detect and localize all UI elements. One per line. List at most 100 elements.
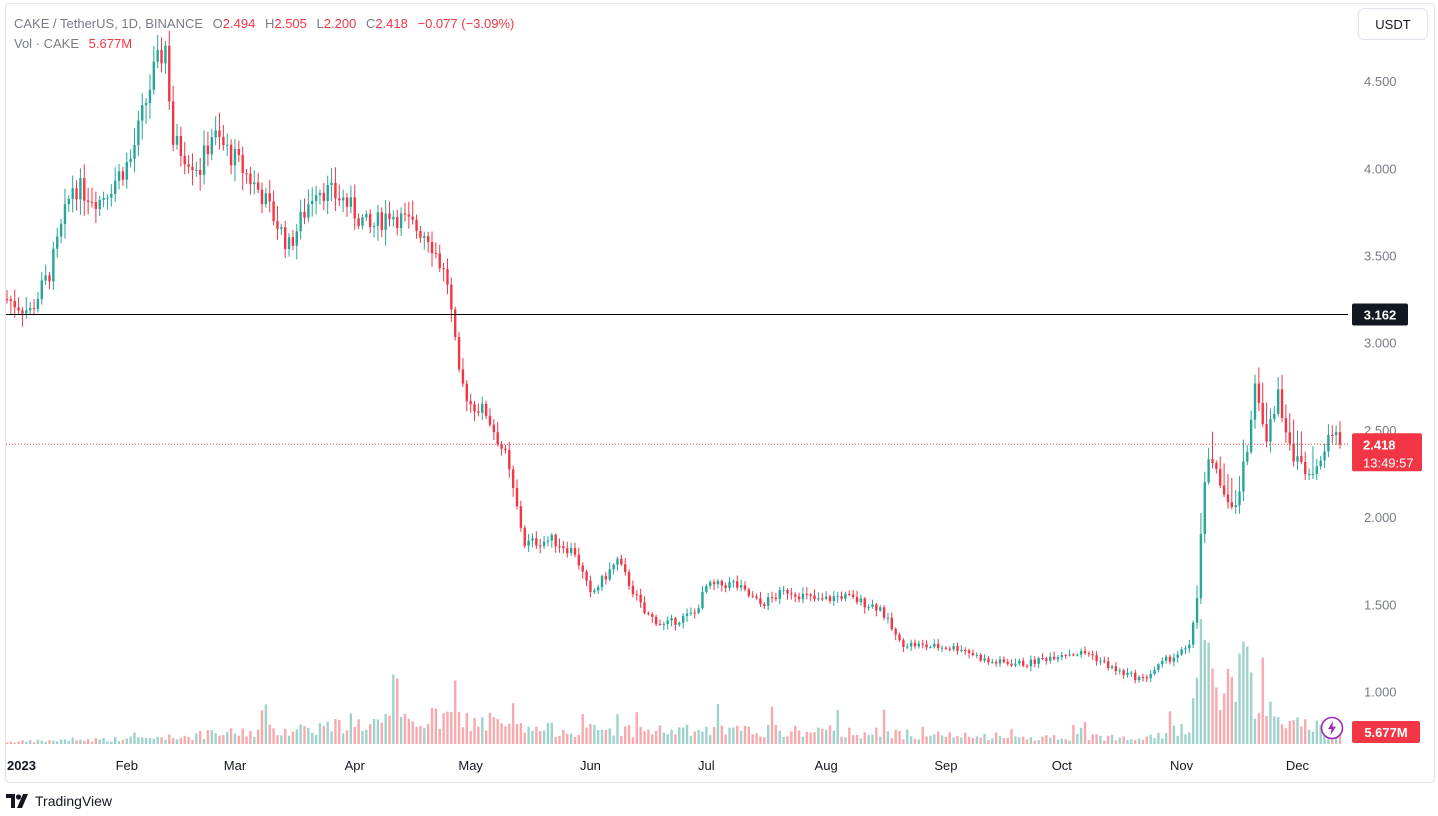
volume-bar (326, 721, 329, 744)
volume-bar (117, 741, 121, 744)
candle-body (1130, 672, 1133, 674)
candle-body (1161, 660, 1164, 665)
volume-bar (249, 730, 252, 744)
candle-body (1157, 664, 1160, 670)
volume-bar (1037, 740, 1040, 744)
candle-body (1323, 451, 1326, 461)
volume-bar (736, 725, 739, 744)
volume-bar (198, 731, 202, 744)
candle-body (121, 171, 125, 180)
candle-body (728, 581, 731, 589)
volume-bar (357, 719, 360, 744)
volume-bar (226, 732, 229, 744)
volume-bar (237, 735, 241, 744)
candle-body (1041, 658, 1044, 660)
candle-body (616, 558, 619, 565)
volume-bar (133, 732, 136, 744)
volume-bar (233, 733, 237, 744)
volume-bar (156, 736, 159, 744)
candle-body (268, 193, 271, 202)
candle-body (577, 554, 581, 566)
volume-bar (1300, 726, 1303, 744)
currency-button[interactable]: USDT (1358, 8, 1428, 40)
volume-bar (1211, 668, 1214, 744)
volume-bar (334, 719, 337, 744)
volume-bar (473, 717, 476, 744)
volume-bar (743, 726, 747, 744)
candle-body (473, 404, 476, 412)
candle-body (1072, 654, 1075, 656)
volume-bar (191, 739, 194, 744)
symbol-title[interactable]: CAKE / TetherUS, 1D, BINANCE (14, 16, 204, 31)
candle-body (477, 411, 480, 413)
volume-bar (1134, 740, 1137, 744)
volume-bar (1137, 738, 1141, 744)
volume-bar (921, 726, 924, 744)
volume-bar (396, 678, 399, 744)
candle-body (998, 659, 1002, 664)
candle-body (434, 253, 438, 255)
volume-bar (1025, 739, 1029, 744)
candle-body (732, 581, 735, 583)
x-tick-label: Dec (1286, 758, 1310, 773)
candle-body (716, 580, 720, 585)
volume-bar (1056, 739, 1060, 744)
volume-bar (1014, 736, 1017, 744)
horizontal-line-price-tag[interactable]: 3.162 (1352, 303, 1408, 326)
volume-bar (1249, 672, 1253, 744)
high-value: 2.505 (274, 16, 307, 31)
volume-bar (1045, 735, 1048, 744)
candle-body (1103, 660, 1106, 662)
volume-bar (1307, 729, 1311, 744)
volume-bar (956, 736, 959, 744)
volume-bar (94, 737, 98, 744)
volume-label[interactable]: Vol · CAKE (14, 36, 80, 51)
volume-bar (253, 736, 256, 744)
volume-bar (1319, 724, 1322, 744)
candle-body (817, 598, 820, 600)
volume-bar (1230, 677, 1234, 744)
volume-bar (1265, 715, 1268, 744)
candle-body (52, 248, 55, 282)
tradingview-logo-icon (6, 794, 28, 808)
volume-bar (1292, 720, 1295, 744)
volume-bar (488, 712, 492, 744)
volume-bar (983, 733, 986, 744)
volume-bar (1072, 724, 1075, 744)
branding[interactable]: TradingView (6, 793, 112, 809)
volume-bar (83, 740, 86, 744)
candle-body (987, 658, 990, 663)
candle-body (1018, 660, 1021, 664)
volume-bar (635, 712, 638, 744)
volume-bar (550, 722, 553, 744)
candle-body (79, 178, 82, 200)
candle-body (1060, 654, 1064, 658)
candle-body (933, 643, 936, 647)
volume-bar (1280, 724, 1284, 744)
volume-bar (291, 731, 295, 744)
y-tick-label: 1.000 (1364, 685, 1397, 700)
candle-body (187, 164, 190, 167)
volume-bar (256, 729, 260, 744)
candle-body (964, 650, 967, 652)
branding-text: TradingView (35, 793, 113, 809)
candle-body (531, 538, 534, 541)
volume-bar (1273, 716, 1276, 744)
candle-body (113, 180, 117, 194)
volume-bar (732, 727, 735, 744)
volume-bar (797, 730, 801, 744)
volume-bar (948, 732, 951, 744)
volume-bar (724, 734, 727, 744)
candle-body (1288, 432, 1291, 444)
candle-body (1311, 473, 1315, 475)
candle-body (1164, 656, 1168, 661)
volume-bar (716, 704, 720, 744)
volume-bar (705, 726, 708, 744)
candle-body (1211, 459, 1214, 464)
lightning-icon[interactable] (1320, 716, 1344, 740)
volume-bar (1060, 738, 1064, 744)
volume-bar (1029, 737, 1033, 744)
candle-body (1068, 654, 1071, 656)
candle-body (770, 597, 774, 599)
